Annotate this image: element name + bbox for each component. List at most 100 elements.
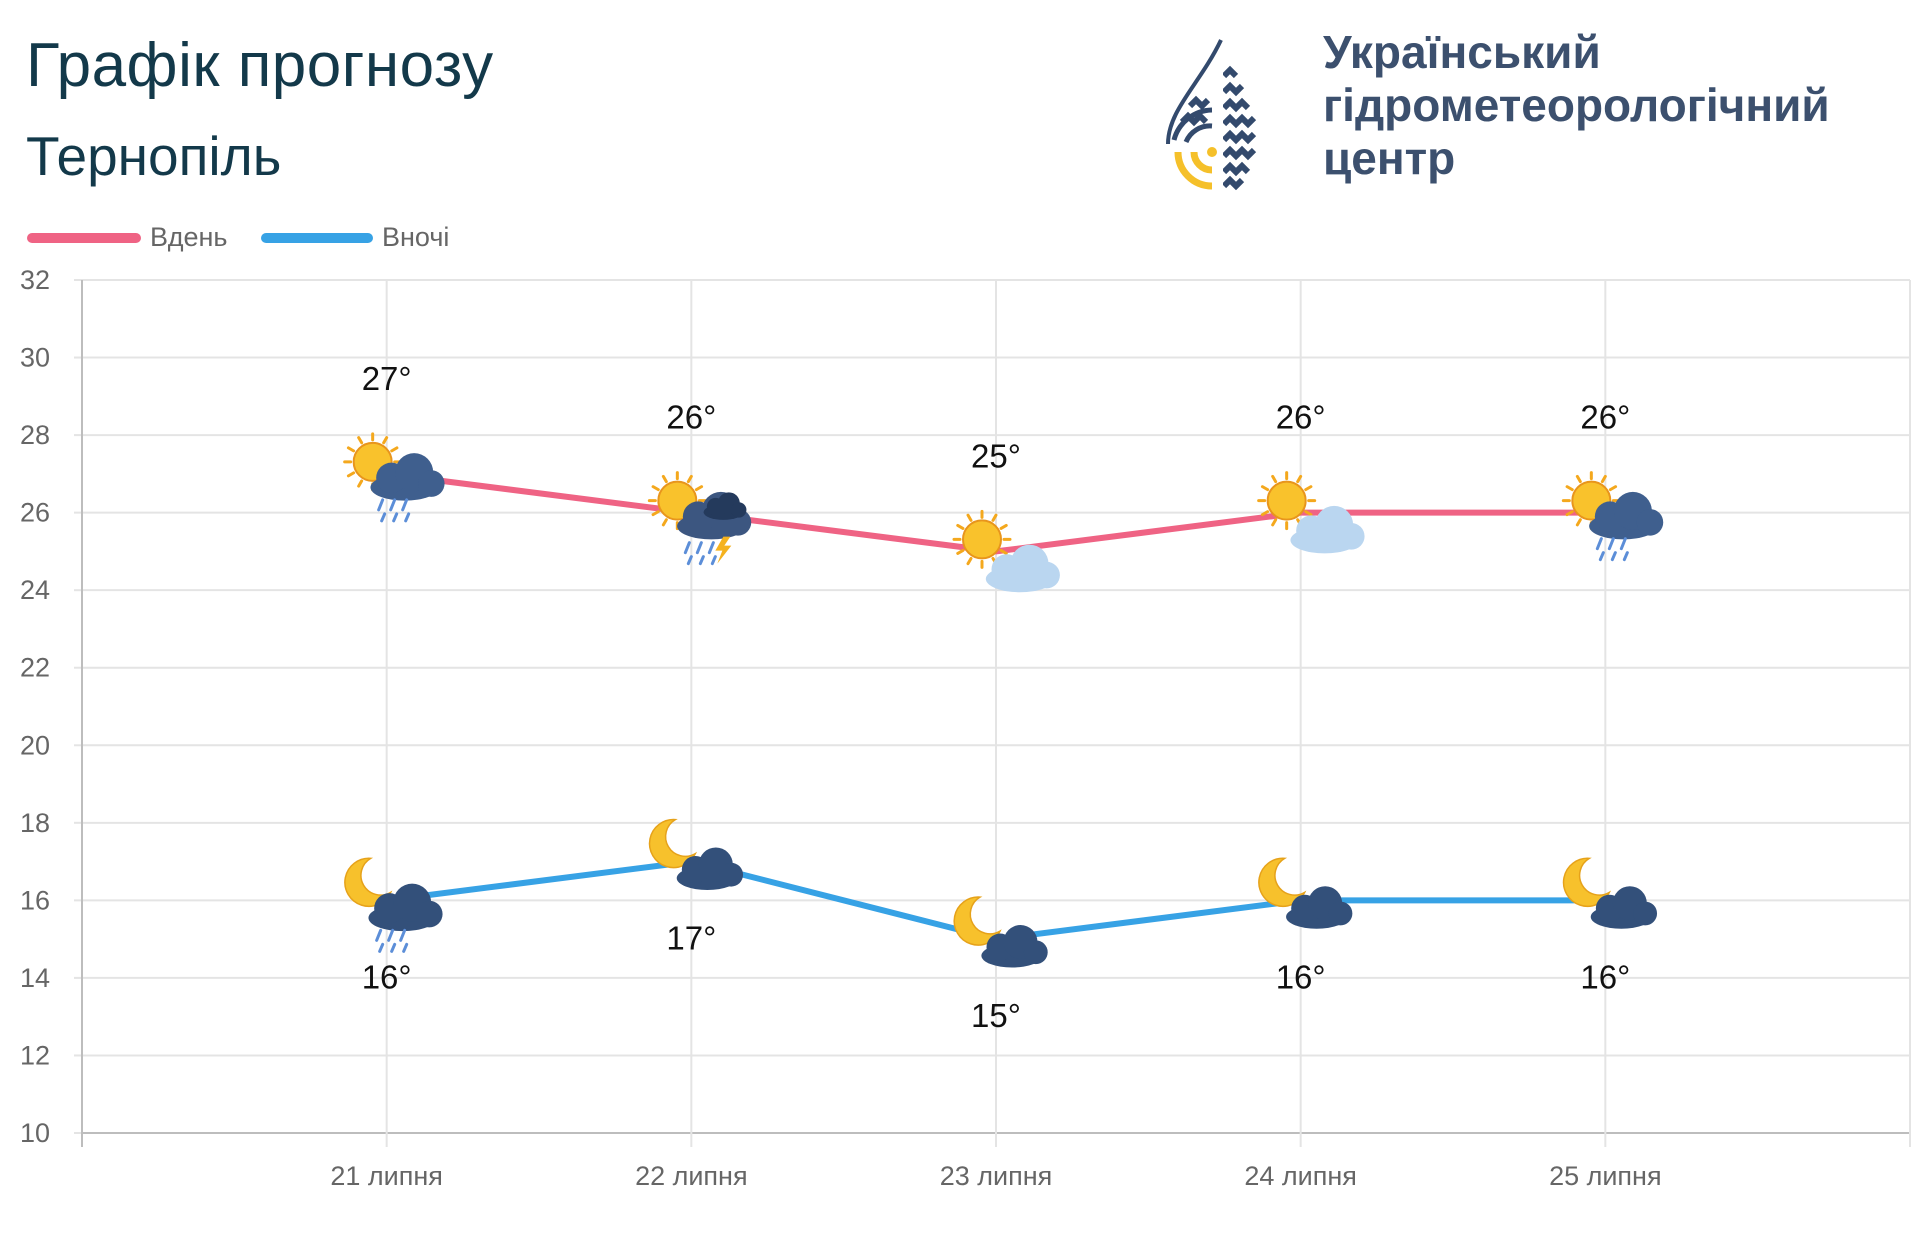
- moon-cloud-icon: [648, 818, 744, 890]
- rain-drop: [375, 928, 383, 942]
- rain-drop: [390, 942, 397, 953]
- y-tick-label: 32: [20, 265, 50, 295]
- lightning-bolt: [715, 536, 732, 564]
- y-tick-label: 12: [20, 1040, 50, 1070]
- moon-cloud-icon: [953, 896, 1048, 968]
- sun-ray: [357, 479, 364, 488]
- cloud: [370, 453, 445, 501]
- sun-ray: [346, 446, 356, 453]
- sun-ray: [1271, 518, 1278, 527]
- sun-ray: [686, 474, 693, 484]
- x-tick-label: 25 липня: [1549, 1161, 1662, 1191]
- sun-storm-thunder-icon: [647, 471, 752, 566]
- rain-drop: [683, 541, 691, 555]
- org-name-line: центр: [1323, 132, 1456, 184]
- cloud: [1590, 886, 1658, 929]
- cloud: [1589, 491, 1664, 540]
- rain-drop: [387, 928, 395, 942]
- sun-ray: [1304, 510, 1313, 517]
- sun-disc: [962, 519, 1002, 560]
- sun-disc: [1266, 480, 1307, 521]
- cloud: [985, 544, 1060, 593]
- sun-ray: [1304, 485, 1313, 492]
- sun-ray: [390, 446, 399, 453]
- rain-drop: [399, 928, 407, 942]
- day-temp-label: 26°: [666, 399, 716, 436]
- cloud: [1286, 886, 1353, 929]
- rain-drop: [695, 541, 703, 555]
- rain-drop: [404, 512, 411, 523]
- sun-ray: [1575, 474, 1582, 484]
- sun-ray: [651, 485, 660, 492]
- cloud-puff: [1636, 509, 1664, 536]
- weather-icons: [343, 432, 1664, 968]
- y-tick-label: 24: [20, 575, 50, 605]
- org-name-line: Український: [1323, 26, 1601, 78]
- rain-drop: [1619, 537, 1627, 551]
- legend-item-night[interactable]: Вночі: [261, 222, 449, 252]
- moon-cloud-rain-icon: [344, 857, 443, 953]
- sun-ray: [1565, 485, 1574, 492]
- sun-ray: [999, 523, 1008, 530]
- y-tick-label: 28: [20, 420, 50, 450]
- page-title: Графік прогнозу: [26, 31, 494, 100]
- sun-ray: [956, 523, 965, 530]
- cloud: [368, 883, 443, 932]
- y-tick-label: 14: [20, 963, 50, 993]
- cloud-puff: [1328, 901, 1353, 926]
- rain-drop: [710, 555, 717, 566]
- rain-drop: [698, 555, 705, 566]
- rain-drop: [707, 541, 715, 555]
- cloud-puff: [731, 502, 747, 518]
- day-temp-label: 25°: [971, 437, 1021, 474]
- cloud-puff: [415, 900, 443, 928]
- cloud-puff: [1337, 523, 1365, 550]
- y-tick-label: 22: [20, 653, 50, 683]
- night-temp-label: 16°: [362, 958, 412, 995]
- y-tick-label: 20: [20, 730, 50, 760]
- y-axis: 32 30 28 26 24 22 20 18 16 14 12 10: [20, 265, 50, 1148]
- y-tick-label: 26: [20, 498, 50, 528]
- cloud-puff: [1023, 940, 1048, 965]
- rain-drop: [401, 498, 409, 512]
- sun-ray: [956, 548, 965, 555]
- sun-ray: [999, 548, 1008, 555]
- sun-rays: [952, 509, 1012, 569]
- cloud-puff: [417, 470, 445, 497]
- day-temp-label: 26°: [1580, 399, 1630, 436]
- legend: Вдень Вночі: [27, 222, 449, 252]
- sun-ray: [382, 436, 389, 445]
- rain-drop: [377, 498, 385, 512]
- sun-cloud-icon: [1257, 471, 1365, 554]
- x-tick-label: 23 липня: [940, 1161, 1053, 1191]
- sun-ray: [694, 485, 704, 492]
- rain-drop: [392, 512, 399, 523]
- rain-drop: [1595, 537, 1603, 551]
- sun-cloud-rain-icon: [343, 432, 445, 523]
- x-axis: 21 липня 22 липня 23 липня 24 липня 25 липня: [330, 1161, 1661, 1191]
- sun-ray: [651, 510, 660, 517]
- sun-ray: [966, 556, 973, 566]
- sun-ray: [661, 518, 668, 527]
- rain-drop: [402, 942, 409, 953]
- x-tick-label: 22 липня: [635, 1161, 748, 1191]
- cloud: [676, 847, 744, 890]
- cloud: [1290, 505, 1365, 554]
- y-tick-label: 18: [20, 808, 50, 838]
- ukrhydromet-logo-icon: [1166, 39, 1274, 192]
- night-temp-label: 16°: [1276, 958, 1326, 995]
- rain-drop: [1610, 551, 1617, 562]
- day-temp-label: 26°: [1276, 399, 1326, 436]
- night-temp-label: 17°: [666, 920, 716, 957]
- sun-cloud-icon: [952, 509, 1060, 593]
- sun-rays: [1257, 471, 1317, 531]
- legend-item-day[interactable]: Вдень: [27, 222, 227, 252]
- rain-drop: [380, 512, 387, 523]
- sun-ray: [991, 513, 998, 522]
- rain-drop: [378, 942, 385, 953]
- moon-cloud-icon: [1562, 857, 1658, 929]
- sun-ray: [1260, 510, 1270, 517]
- x-tick-label: 21 липня: [330, 1161, 443, 1191]
- cloud: [981, 925, 1048, 968]
